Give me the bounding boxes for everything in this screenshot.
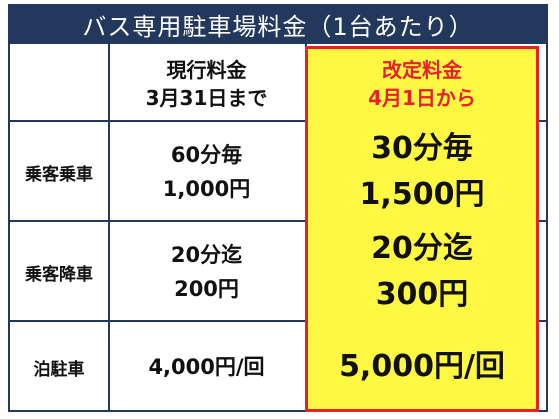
current-cell: 4,000円/回 <box>108 322 305 412</box>
header-revised: 改定料金 4月1日から <box>305 46 539 122</box>
current-cell: 60分毎 1,000円 <box>108 122 305 222</box>
revised-price: 300円 <box>375 277 469 312</box>
row-label-cell: 乗客乗車 <box>10 122 108 222</box>
current-price: 4,000円/回 <box>148 355 265 379</box>
row-line <box>10 320 546 322</box>
header-current: 現行料金 3月31日まで <box>108 46 305 122</box>
row-label: 乗客降車 <box>25 264 93 285</box>
row-line <box>10 120 546 122</box>
revised-price: 5,000円/回 <box>339 349 505 384</box>
revised-highlight <box>305 46 539 412</box>
row-label-cell: 乗客降車 <box>10 222 108 322</box>
header-text: 3月31日まで <box>145 86 268 110</box>
revised-cell: 20分迄 300円 <box>305 222 539 322</box>
revised-cell: 30分毎 1,500円 <box>305 122 539 222</box>
row-label: 泊駐車 <box>33 359 85 380</box>
row-label: 乗客乗車 <box>25 164 93 185</box>
current-price: 60分毎 <box>170 143 243 167</box>
title: バス専用駐車場料金（1台あたり） <box>8 4 548 44</box>
current-price: 1,000円 <box>162 177 251 201</box>
header-text: 改定料金 <box>382 58 462 82</box>
revised-cell: 5,000円/回 <box>305 322 539 412</box>
current-cell: 20分迄 200円 <box>108 222 305 322</box>
current-price: 20分迄 <box>170 243 243 267</box>
revised-price: 20分迄 <box>371 231 473 266</box>
revised-price: 1,500円 <box>359 177 485 212</box>
col-line <box>108 44 110 410</box>
row-line <box>10 220 546 222</box>
header-text: 現行料金 <box>166 58 247 82</box>
header-text: 4月1日から <box>368 86 476 110</box>
current-price: 200円 <box>174 277 239 301</box>
revised-price: 30分毎 <box>371 131 473 166</box>
row-label-cell: 泊駐車 <box>10 322 108 412</box>
